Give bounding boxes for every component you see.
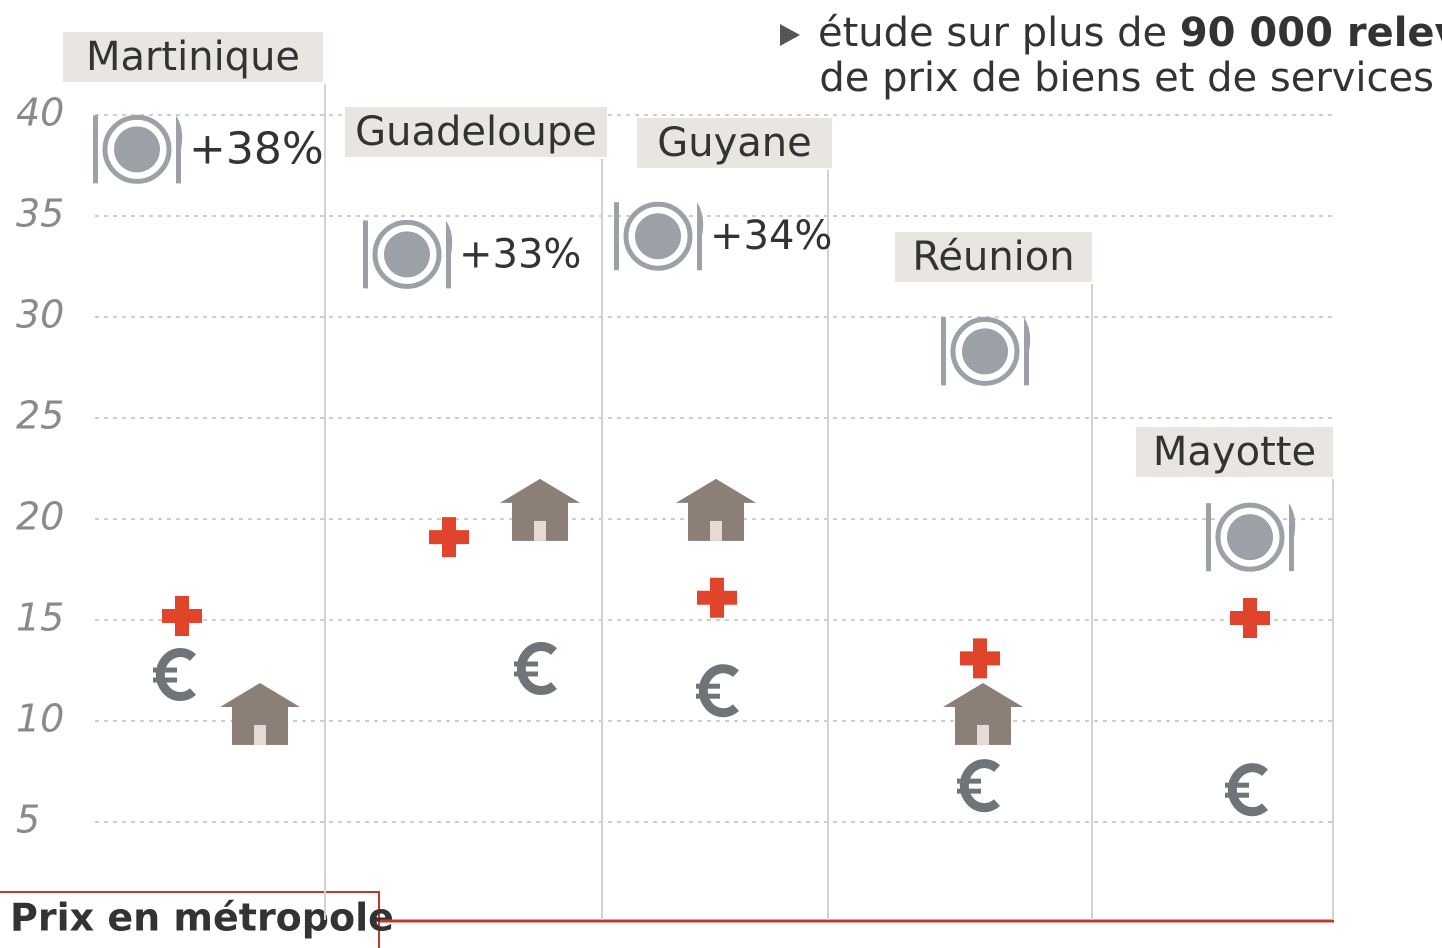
value-label: +38% xyxy=(189,123,324,174)
data-icon xyxy=(363,219,453,289)
cross xyxy=(960,638,1000,679)
baseline-label: Prix en métropole xyxy=(10,896,394,940)
data-icon xyxy=(500,478,580,541)
fork xyxy=(1206,503,1211,572)
data-icon xyxy=(676,478,756,541)
category-label: Guyane xyxy=(657,120,812,166)
data-icon xyxy=(93,114,183,184)
y-tick-label: 15 xyxy=(16,596,64,640)
euro-arc xyxy=(155,648,197,702)
plate-center xyxy=(962,328,1008,375)
door xyxy=(254,724,266,745)
euro-arc xyxy=(959,759,1001,813)
fork xyxy=(93,115,98,184)
euro-bar xyxy=(696,693,720,699)
y-tick-label: 5 xyxy=(16,798,40,842)
door xyxy=(534,520,546,541)
data-icon xyxy=(696,664,740,718)
euro-bar xyxy=(1225,782,1249,788)
door xyxy=(710,520,722,541)
data-icon xyxy=(614,201,704,271)
value-label: +33% xyxy=(459,231,581,277)
cross xyxy=(1230,597,1270,638)
euro-bar xyxy=(514,661,538,667)
roof xyxy=(943,682,1023,707)
euro-bar xyxy=(153,667,177,673)
y-tick-label: 35 xyxy=(16,192,64,236)
cross xyxy=(697,577,737,618)
category-label: Mayotte xyxy=(1153,429,1316,475)
euro-arc xyxy=(698,664,740,718)
baseline-box xyxy=(0,891,380,948)
euro-bar xyxy=(1225,792,1249,798)
euro-bar xyxy=(696,683,720,689)
knife xyxy=(176,115,183,184)
y-tick-label: 40 xyxy=(16,91,64,135)
plate-center xyxy=(384,231,430,278)
category-box xyxy=(895,232,1092,282)
data-icon xyxy=(429,517,469,558)
category-label: Martinique xyxy=(86,34,300,80)
data-icon xyxy=(514,641,558,695)
category-label: Guadeloupe xyxy=(355,109,597,155)
annotation-line-2: de prix de biens et de services xyxy=(819,55,1434,101)
data-icon xyxy=(153,648,197,702)
data-icon xyxy=(960,638,1000,679)
annotation: étude sur plus de 90 000 relevés de prix… xyxy=(780,10,1442,101)
data-icon xyxy=(1225,763,1269,817)
cross xyxy=(162,595,202,636)
euro-bar xyxy=(957,788,981,794)
fork xyxy=(363,220,368,289)
euro-arc xyxy=(1227,763,1269,817)
knife xyxy=(1289,503,1296,572)
knife xyxy=(446,220,453,289)
euro-bar xyxy=(514,671,538,677)
plate-center xyxy=(114,126,160,173)
roof xyxy=(500,478,580,503)
annotation-bold: 90 000 relevés xyxy=(1180,10,1442,56)
category-box xyxy=(1136,427,1333,477)
category-box xyxy=(345,107,607,157)
category-box xyxy=(63,32,323,82)
annotation-arrow xyxy=(780,24,800,46)
fork xyxy=(941,317,946,386)
data-icon xyxy=(220,682,300,745)
y-tick-label: 25 xyxy=(16,394,64,438)
annotation-text: étude sur plus de xyxy=(818,10,1180,56)
data-icon xyxy=(162,595,202,636)
roof xyxy=(220,682,300,707)
knife xyxy=(1024,317,1031,386)
data-icon xyxy=(943,682,1023,745)
y-tick-label: 10 xyxy=(16,697,64,741)
annotation-line-1: étude sur plus de 90 000 relevés xyxy=(818,10,1442,56)
data-icon xyxy=(941,316,1031,386)
euro-bar xyxy=(957,778,981,784)
euro-bar xyxy=(153,677,177,683)
fork xyxy=(614,202,619,271)
data-icon xyxy=(1206,502,1296,572)
knife xyxy=(697,202,704,271)
cross xyxy=(429,517,469,558)
y-tick-label: 20 xyxy=(16,495,64,539)
plate-center xyxy=(635,213,681,260)
plate-center xyxy=(1227,514,1273,561)
door xyxy=(977,724,989,745)
data-icon xyxy=(1230,597,1270,638)
value-label: +34% xyxy=(710,213,832,259)
category-label: Réunion xyxy=(912,234,1074,280)
y-tick-label: 30 xyxy=(16,293,64,337)
data-icon xyxy=(957,759,1001,813)
category-box xyxy=(637,118,832,168)
roof xyxy=(676,478,756,503)
euro-arc xyxy=(516,641,558,695)
data-icon xyxy=(697,577,737,618)
